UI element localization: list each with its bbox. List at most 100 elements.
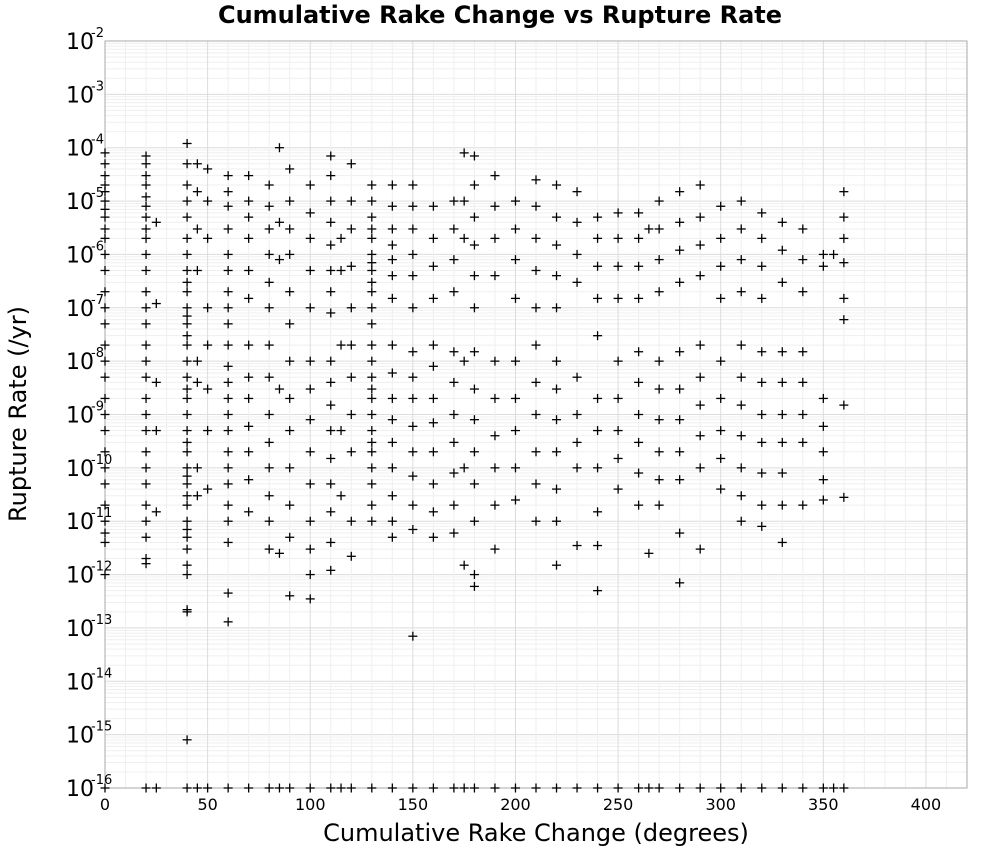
data-point bbox=[182, 783, 192, 793]
data-point bbox=[510, 463, 520, 473]
data-point bbox=[223, 249, 233, 259]
data-point bbox=[151, 377, 161, 387]
data-point bbox=[490, 271, 500, 281]
data-point bbox=[151, 299, 161, 309]
data-point bbox=[593, 783, 603, 793]
data-point bbox=[736, 255, 746, 265]
data-point bbox=[531, 447, 541, 457]
data-point bbox=[182, 471, 192, 481]
data-point bbox=[264, 340, 274, 350]
data-point bbox=[777, 437, 787, 447]
data-point bbox=[141, 479, 151, 489]
data-point bbox=[285, 783, 295, 793]
data-point bbox=[459, 560, 469, 570]
data-point bbox=[634, 468, 644, 478]
data-point bbox=[203, 340, 213, 350]
data-point bbox=[305, 783, 315, 793]
data-point bbox=[428, 532, 438, 542]
data-point bbox=[182, 393, 192, 403]
data-point bbox=[510, 293, 520, 303]
data-point bbox=[593, 293, 603, 303]
data-point bbox=[305, 303, 315, 313]
data-point bbox=[100, 249, 110, 259]
data-point bbox=[593, 541, 603, 551]
data-point bbox=[264, 491, 274, 501]
y-tick-exponent: -7 bbox=[91, 293, 104, 308]
data-point bbox=[593, 393, 603, 403]
data-point bbox=[736, 491, 746, 501]
data-point bbox=[572, 217, 582, 227]
data-point bbox=[593, 586, 603, 596]
data-point bbox=[151, 507, 161, 517]
data-point bbox=[572, 249, 582, 259]
data-point bbox=[695, 271, 705, 281]
data-point bbox=[141, 426, 151, 436]
data-point bbox=[818, 421, 828, 431]
data-point bbox=[285, 500, 295, 510]
data-point bbox=[182, 138, 192, 148]
data-point bbox=[182, 159, 192, 169]
data-point bbox=[531, 175, 541, 185]
data-point bbox=[510, 356, 520, 366]
data-point bbox=[182, 500, 192, 510]
data-point bbox=[244, 265, 254, 275]
data-point bbox=[182, 311, 192, 321]
data-point bbox=[244, 196, 254, 206]
data-point bbox=[100, 287, 110, 297]
data-point bbox=[223, 410, 233, 419]
data-point bbox=[192, 187, 202, 197]
y-tick-label: 10-8 bbox=[66, 346, 104, 375]
data-point bbox=[264, 437, 274, 447]
data-point bbox=[285, 249, 295, 259]
data-point bbox=[613, 393, 623, 403]
data-point bbox=[798, 347, 808, 357]
data-point bbox=[675, 347, 685, 357]
data-point bbox=[274, 384, 284, 394]
y-tick-exponent: -2 bbox=[91, 26, 104, 41]
data-point bbox=[223, 319, 233, 329]
data-point bbox=[736, 372, 746, 382]
data-point bbox=[552, 180, 562, 190]
data-point bbox=[490, 463, 500, 473]
data-point bbox=[736, 287, 746, 297]
data-point bbox=[469, 581, 479, 591]
y-tick-exponent: -11 bbox=[91, 506, 112, 521]
y-tick-exponent: -5 bbox=[91, 186, 104, 201]
data-point bbox=[777, 217, 787, 227]
data-point bbox=[552, 303, 562, 313]
data-point bbox=[346, 261, 356, 271]
data-point bbox=[531, 233, 541, 243]
data-point bbox=[244, 171, 254, 181]
y-tick-base: 10 bbox=[66, 404, 94, 429]
data-point bbox=[151, 217, 161, 227]
data-point bbox=[408, 180, 418, 190]
data-point bbox=[552, 212, 562, 222]
data-point bbox=[552, 384, 562, 394]
data-point bbox=[182, 277, 192, 287]
data-point bbox=[182, 426, 192, 436]
data-point bbox=[613, 484, 623, 494]
data-point bbox=[274, 255, 284, 265]
data-point bbox=[675, 578, 685, 588]
data-point bbox=[634, 208, 644, 218]
data-point bbox=[777, 500, 787, 510]
data-point bbox=[469, 212, 479, 222]
data-point bbox=[777, 277, 787, 287]
data-point bbox=[264, 201, 274, 211]
data-point bbox=[459, 196, 469, 206]
data-point bbox=[695, 240, 705, 250]
data-point bbox=[244, 421, 254, 431]
data-point bbox=[387, 271, 397, 281]
data-point bbox=[572, 277, 582, 287]
y-tick-label: 10-10 bbox=[66, 453, 112, 482]
data-point bbox=[192, 783, 202, 793]
data-point bbox=[829, 249, 839, 259]
data-point bbox=[326, 356, 336, 366]
data-point bbox=[367, 447, 377, 457]
data-point bbox=[675, 415, 685, 425]
data-point bbox=[449, 347, 459, 357]
data-point bbox=[593, 331, 603, 341]
data-point bbox=[757, 410, 767, 419]
y-axis-ticks: 10-210-310-410-510-610-710-810-910-1010-… bbox=[66, 26, 112, 802]
data-point bbox=[449, 410, 459, 419]
